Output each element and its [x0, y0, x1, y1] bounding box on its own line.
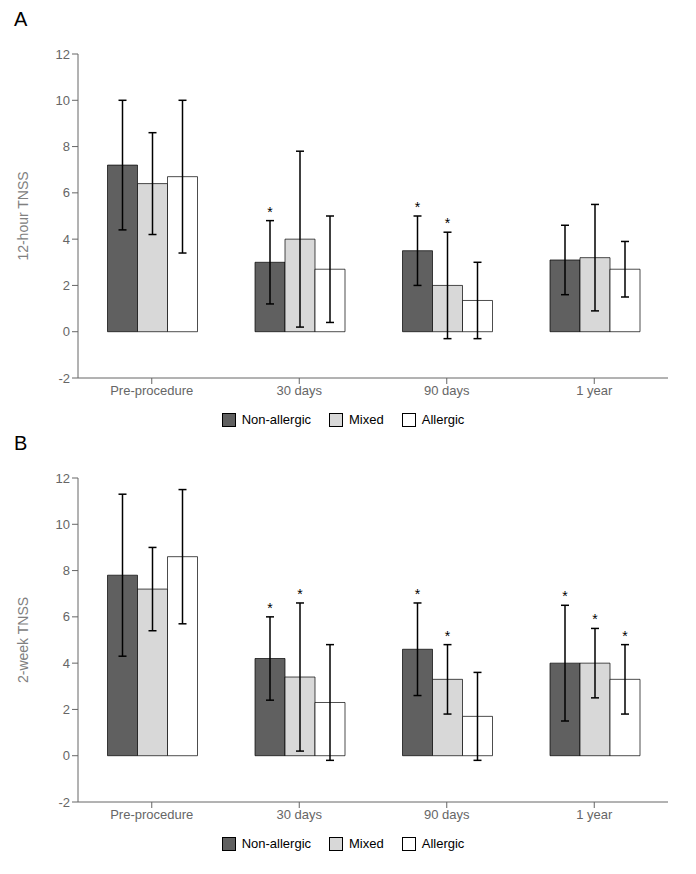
- svg-text:12-hour TNSS: 12-hour TNSS: [15, 171, 31, 260]
- svg-text:*: *: [592, 611, 598, 627]
- svg-text:Pre-procedure: Pre-procedure: [110, 383, 193, 398]
- svg-text:*: *: [267, 600, 273, 616]
- html-text:Allergic: Allergic: [421, 412, 465, 427]
- html-text:Mixed: Mixed: [349, 412, 384, 427]
- svg-text:*: *: [445, 215, 451, 231]
- html-text:Non-allergic: Non-allergic: [241, 412, 311, 427]
- svg-text:1 year: 1 year: [576, 807, 613, 822]
- html-text:Allergic: Allergic: [421, 836, 465, 851]
- svg-text:4: 4: [63, 656, 70, 671]
- svg-text:*: *: [415, 199, 421, 215]
- svg-text:90 days: 90 days: [424, 383, 470, 398]
- svg-text:2-week TNSS: 2-week TNSS: [15, 597, 31, 683]
- svg-text:30 days: 30 days: [276, 383, 322, 398]
- svg-text:*: *: [297, 586, 303, 602]
- svg-text:1 year: 1 year: [576, 383, 613, 398]
- svg-text:2: 2: [63, 278, 70, 293]
- svg-text:30 days: 30 days: [276, 807, 322, 822]
- svg-text:12: 12: [56, 47, 70, 62]
- html-text:Mixed: Mixed: [349, 836, 384, 851]
- svg-text:12: 12: [56, 471, 70, 486]
- svg-text:*: *: [415, 586, 421, 602]
- svg-text:6: 6: [63, 185, 70, 200]
- svg-text:*: *: [445, 628, 451, 644]
- html-text:Non-allergic: Non-allergic: [241, 836, 311, 851]
- svg-text:*: *: [562, 588, 568, 604]
- svg-text:-2: -2: [58, 371, 70, 386]
- svg-text:2: 2: [63, 702, 70, 717]
- svg-text:-2: -2: [58, 795, 70, 810]
- svg-text:90 days: 90 days: [424, 807, 470, 822]
- html-text:A: A: [14, 8, 28, 30]
- svg-text:0: 0: [63, 324, 70, 339]
- svg-text:10: 10: [56, 93, 70, 108]
- svg-text:*: *: [622, 628, 628, 644]
- html-text:B: B: [14, 432, 28, 454]
- svg-text:*: *: [267, 204, 273, 220]
- svg-text:8: 8: [63, 563, 70, 578]
- svg-text:Pre-procedure: Pre-procedure: [110, 807, 193, 822]
- svg-text:8: 8: [63, 139, 70, 154]
- svg-text:0: 0: [63, 748, 70, 763]
- svg-text:6: 6: [63, 609, 70, 624]
- svg-text:4: 4: [63, 232, 70, 247]
- svg-text:10: 10: [56, 517, 70, 532]
